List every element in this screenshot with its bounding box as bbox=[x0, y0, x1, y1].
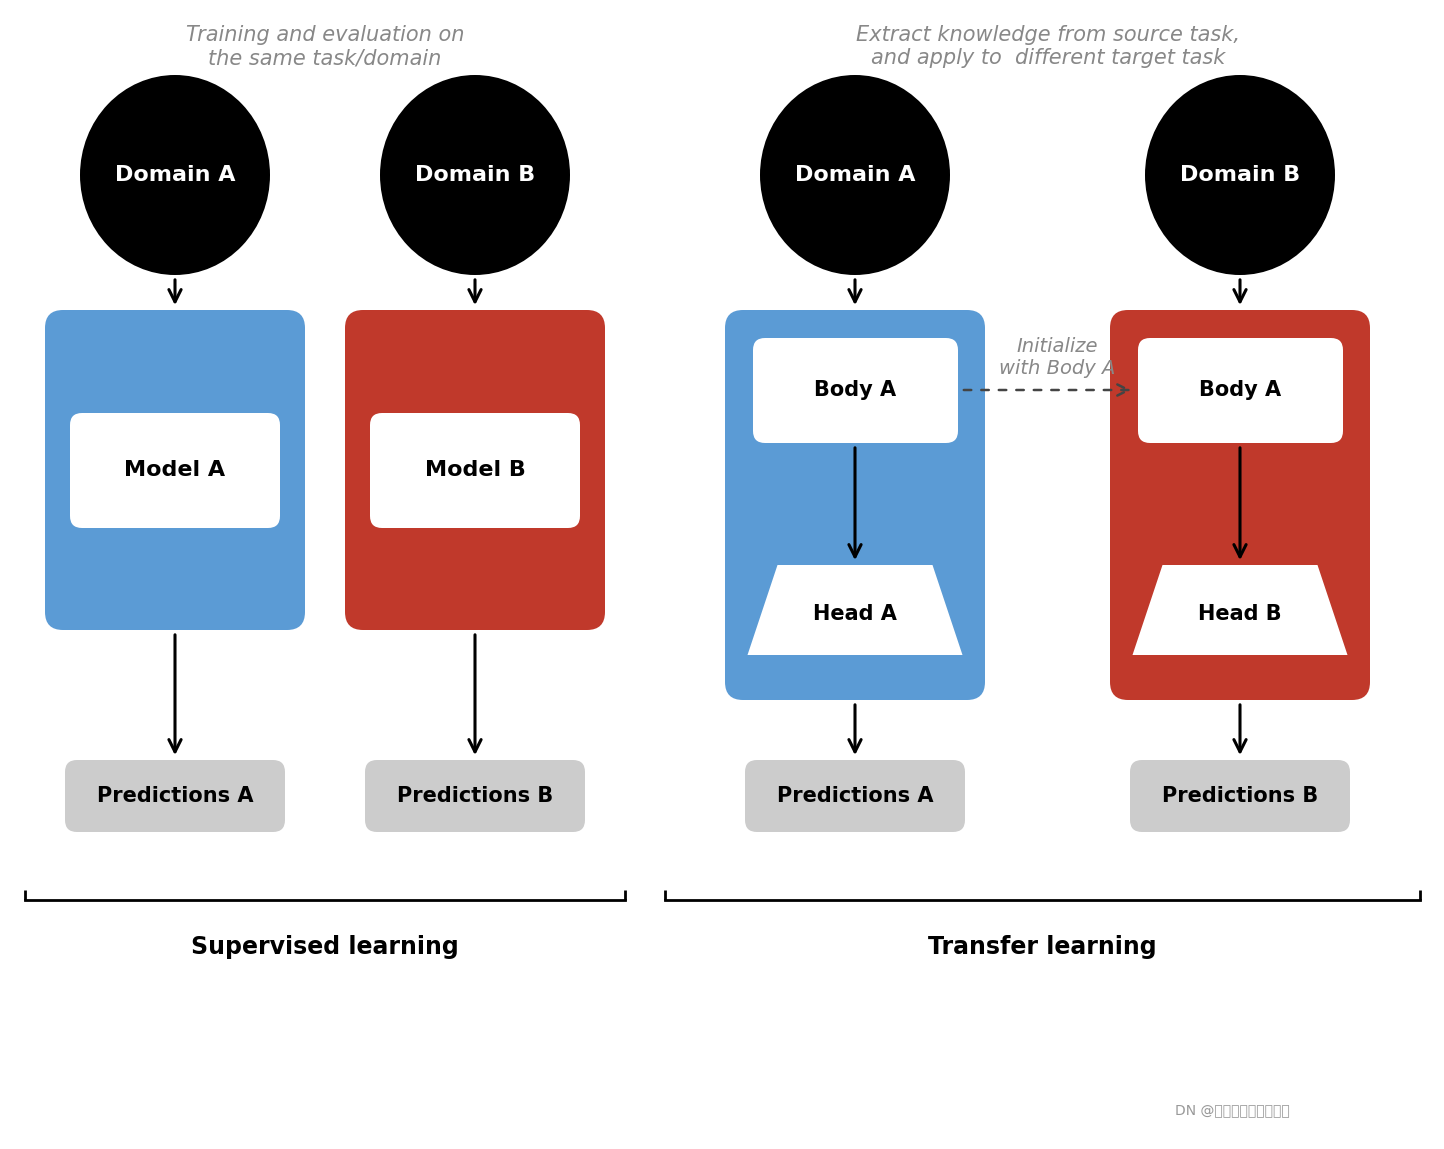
FancyBboxPatch shape bbox=[1138, 338, 1343, 444]
FancyBboxPatch shape bbox=[752, 338, 957, 444]
Text: Body A: Body A bbox=[814, 380, 897, 400]
Text: Training and evaluation on
the same task/domain: Training and evaluation on the same task… bbox=[186, 25, 465, 68]
Ellipse shape bbox=[79, 75, 270, 275]
Polygon shape bbox=[748, 565, 963, 655]
Text: Domain B: Domain B bbox=[1180, 165, 1300, 185]
FancyBboxPatch shape bbox=[1110, 310, 1370, 700]
Ellipse shape bbox=[760, 75, 950, 275]
FancyBboxPatch shape bbox=[745, 759, 965, 832]
Text: Extract knowledge from source task,
and apply to  different target task: Extract knowledge from source task, and … bbox=[856, 25, 1240, 68]
Text: Predictions A: Predictions A bbox=[97, 786, 253, 805]
Text: Domain A: Domain A bbox=[114, 165, 235, 185]
FancyBboxPatch shape bbox=[1131, 759, 1350, 832]
FancyBboxPatch shape bbox=[725, 310, 985, 700]
FancyBboxPatch shape bbox=[345, 310, 605, 630]
Text: Predictions A: Predictions A bbox=[777, 786, 933, 805]
Text: DN @小爻毛毛（卓寿杰）: DN @小爻毛毛（卓寿杰） bbox=[1175, 1103, 1289, 1117]
FancyBboxPatch shape bbox=[69, 412, 280, 529]
FancyBboxPatch shape bbox=[365, 759, 585, 832]
Ellipse shape bbox=[1145, 75, 1336, 275]
Ellipse shape bbox=[380, 75, 570, 275]
Text: Body A: Body A bbox=[1199, 380, 1281, 400]
FancyBboxPatch shape bbox=[65, 759, 284, 832]
Text: Predictions B: Predictions B bbox=[1162, 786, 1318, 805]
Text: Model B: Model B bbox=[425, 460, 526, 480]
Polygon shape bbox=[1132, 565, 1347, 655]
Text: Head A: Head A bbox=[813, 604, 897, 624]
FancyBboxPatch shape bbox=[45, 310, 305, 630]
Text: Domain A: Domain A bbox=[794, 165, 915, 185]
Text: Predictions B: Predictions B bbox=[397, 786, 553, 805]
Text: Supervised learning: Supervised learning bbox=[191, 935, 459, 959]
Text: Domain B: Domain B bbox=[414, 165, 536, 185]
Text: Transfer learning: Transfer learning bbox=[928, 935, 1157, 959]
Text: Model A: Model A bbox=[124, 460, 225, 480]
Text: Initialize
with Body A: Initialize with Body A bbox=[999, 337, 1116, 378]
FancyBboxPatch shape bbox=[370, 412, 580, 529]
Text: Head B: Head B bbox=[1199, 604, 1282, 624]
